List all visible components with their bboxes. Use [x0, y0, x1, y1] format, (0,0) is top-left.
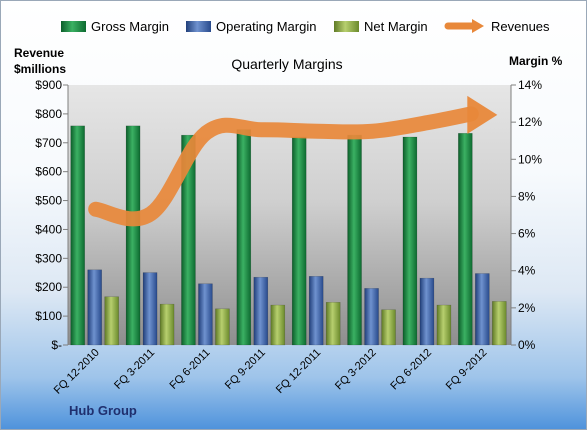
- left-axis-tick-label: $800: [35, 107, 62, 121]
- right-axis-title: Margin %: [509, 54, 563, 68]
- left-axis-title-line-1: Revenue: [14, 46, 64, 60]
- gross-margin-bar: [291, 136, 307, 346]
- left-axis-tick-label: $400: [35, 222, 62, 236]
- legend-swatch-revenues-arrow: [472, 19, 484, 33]
- net-margin-bar: [159, 303, 175, 346]
- right-axis-tick-label: 12%: [518, 115, 542, 129]
- legend-label-revenues: Revenues: [491, 19, 550, 34]
- revenues-line: [88, 106, 479, 227]
- operating-margin-bar: [253, 276, 269, 346]
- category-label: FQ 12-2010: [52, 347, 102, 397]
- legend-label-net-margin: Net Margin: [364, 19, 428, 34]
- left-axis-tick-label: $900: [35, 78, 62, 92]
- legend-item-operating-margin: Operating Margin: [186, 19, 316, 34]
- left-axis-tick-label: $500: [35, 194, 62, 208]
- company-label: Hub Group: [69, 403, 137, 418]
- gross-margin-bar: [181, 134, 196, 346]
- left-axis: $- $100 $200 $300 $400 $500 $600 $700 $800 $900: [35, 78, 69, 352]
- right-axis-tick-label: 0%: [518, 338, 536, 352]
- category-label: FQ 9-2011: [223, 347, 268, 392]
- left-axis-tick-label: $300: [35, 251, 62, 265]
- legend-swatch-gross-margin: [61, 21, 86, 32]
- category-label: FQ 9-2012: [444, 347, 490, 393]
- left-axis-tick-label: $700: [35, 136, 62, 150]
- right-axis-tick-label: 2%: [518, 301, 536, 315]
- chart-title: Quarterly Margins: [231, 56, 342, 72]
- revenues-arrowhead: [467, 95, 498, 134]
- left-axis-title-line-2: $millions: [14, 62, 66, 76]
- left-axis-tick-label: $600: [35, 165, 62, 179]
- operating-margin-bar: [142, 272, 158, 346]
- legend-swatch-net-margin: [334, 21, 359, 32]
- net-margin-bar: [436, 304, 452, 346]
- bar-series: [70, 125, 507, 346]
- net-margin-bar: [270, 304, 286, 346]
- legend-label-gross-margin: Gross Margin: [91, 19, 169, 34]
- category-label: FQ 12-2011: [274, 347, 323, 396]
- net-margin-bar: [104, 296, 119, 346]
- right-axis: 0% 2% 4% 6% 8% 10% 12% 14%: [510, 78, 542, 352]
- operating-margin-bar: [87, 269, 102, 346]
- right-axis-tick-label: 6%: [518, 227, 536, 241]
- net-margin-bar: [381, 309, 396, 346]
- net-margin-bar: [215, 308, 230, 346]
- operating-margin-bar: [475, 273, 490, 346]
- operating-margin-bar: [308, 276, 324, 346]
- legend-item-net-margin: Net Margin: [334, 19, 428, 34]
- category-axis: FQ 12-2010 FQ 3-2011 FQ 6-2011 FQ 9-2011 FQ …: [52, 347, 490, 397]
- operating-margin-bar: [198, 283, 213, 346]
- operating-margin-bar: [364, 288, 379, 346]
- left-axis-tick-label: $-: [51, 338, 62, 352]
- gross-margin-bar: [70, 125, 85, 346]
- right-axis-tick-label: 4%: [518, 264, 536, 278]
- gross-margin-bar: [347, 134, 362, 346]
- gross-margin-bar: [458, 133, 473, 346]
- gross-margin-bar: [125, 125, 141, 346]
- category-label: FQ 6-2011: [167, 347, 212, 392]
- net-margin-bar: [325, 302, 341, 346]
- category-label: FQ 6-2012: [388, 347, 434, 393]
- legend-item-revenues: Revenues: [444, 19, 550, 34]
- left-axis-tick-label: $100: [35, 309, 62, 323]
- left-axis-tick-label: $200: [35, 280, 62, 294]
- right-axis-tick-label: 8%: [518, 189, 536, 203]
- category-label: FQ 3-2012: [333, 347, 379, 393]
- right-axis-tick-label: 14%: [518, 78, 542, 92]
- right-axis-tick-label: 10%: [518, 152, 542, 166]
- legend-label-operating-margin: Operating Margin: [216, 19, 316, 34]
- revenues-series: [88, 95, 498, 227]
- legend-swatch-operating-margin: [186, 21, 211, 32]
- gross-margin-bar: [236, 129, 252, 346]
- net-margin-bar: [492, 301, 507, 346]
- legend: Gross Margin Operating Margin Net Margin…: [61, 19, 550, 34]
- gross-margin-bar: [402, 136, 418, 346]
- category-label: FQ 3-2011: [112, 347, 157, 392]
- operating-margin-bar: [419, 277, 435, 346]
- legend-item-gross-margin: Gross Margin: [61, 19, 169, 34]
